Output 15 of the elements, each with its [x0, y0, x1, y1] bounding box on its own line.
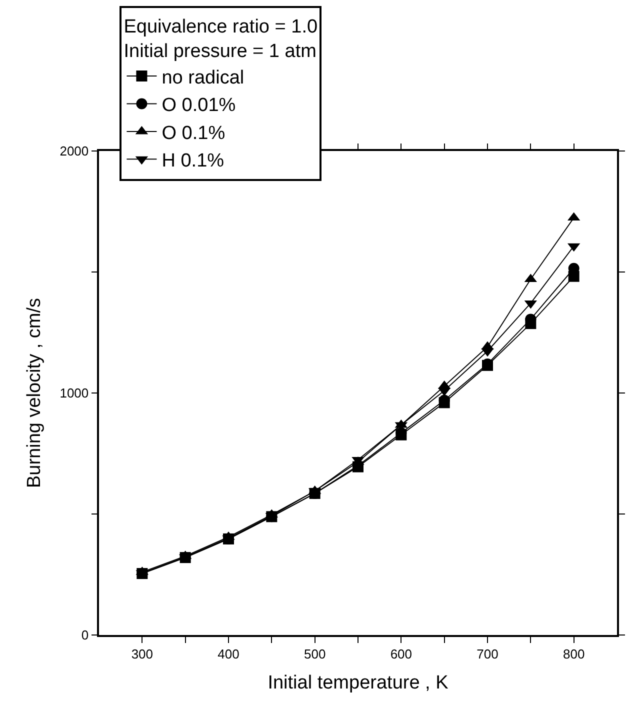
x-tick-label: 500: [304, 646, 326, 662]
y-axis-title: Burning velocity , cm/s: [24, 298, 46, 488]
legend-label: O 0.1%: [162, 122, 226, 144]
legend-label: O 0.01%: [162, 95, 236, 116]
x-tick-label: 400: [218, 646, 240, 662]
x-tick-label: 300: [131, 646, 154, 662]
x-tick-label: 800: [562, 646, 585, 662]
y-tick-label: 2000: [60, 144, 89, 159]
x-tick-label: 600: [390, 646, 412, 662]
y-tick-label: 0: [81, 628, 89, 643]
y-tick-label: 1000: [60, 386, 89, 401]
x-tick-label: 700: [476, 646, 498, 662]
x-axis-title: Initial temperature , K: [268, 672, 449, 694]
legend-label: H 0.1%: [162, 150, 224, 172]
legend-label: no radical: [162, 67, 244, 88]
